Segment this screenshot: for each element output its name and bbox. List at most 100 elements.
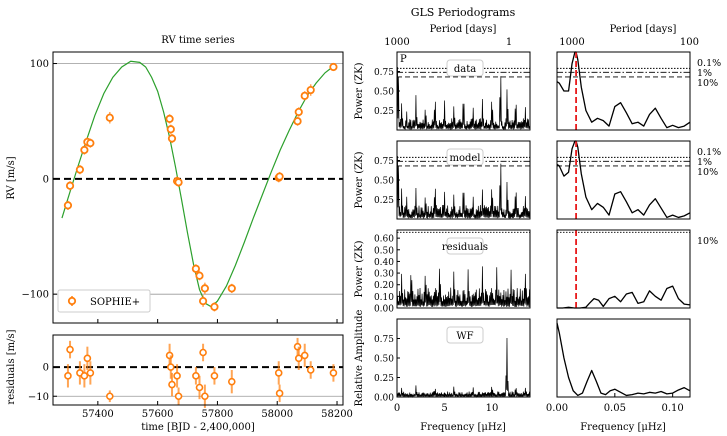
gls-panel-label-data: data: [454, 64, 476, 75]
gls-ytick-label: 0.75: [374, 335, 394, 345]
rv-data-point: [294, 107, 303, 117]
gls-spectrum-residuals: [396, 266, 531, 308]
rv-ytick-label: −100: [22, 290, 49, 301]
gls-freq-period-title: Period [days]: [430, 24, 497, 35]
gls-zoom-xtick-label: 0.00: [546, 403, 568, 414]
gls-zoom-frame: [556, 229, 691, 309]
residuals-ytick-label: −10: [28, 392, 49, 403]
residuals-data-point: [66, 345, 74, 354]
gls-ytick-label: 0.40: [374, 258, 394, 268]
gls-ytick-label: 0.50: [374, 355, 394, 365]
gls-fap-label: 0.1%: [697, 147, 721, 158]
rv-data-point: [191, 264, 201, 273]
rv-data-point: [293, 117, 302, 126]
rv-panel-title: RV time series: [161, 35, 234, 46]
figure-suptitle: GLS Periodograms: [411, 6, 516, 19]
gls-zoom-curve: [556, 322, 691, 397]
residuals-axes-frame: [52, 334, 344, 406]
gls-zoom-xtick-label: 0.05: [604, 403, 626, 414]
gls-ytick-label: 0.50: [374, 246, 394, 256]
rv-data-point: [166, 125, 175, 134]
rv-legend-label: SOPHIE+: [90, 297, 140, 308]
gls-zoom-xtick-label: 0.10: [662, 403, 684, 414]
gls-freq-xtick-label: 10: [486, 403, 499, 414]
residuals-xtick-label: 57600: [142, 409, 174, 420]
gls-panel-label-box: [446, 237, 484, 255]
gls-ytick-label: 0.75: [374, 68, 394, 78]
gls-ytick-label: 0.25: [374, 196, 394, 206]
gls-ytick-label: 0.60: [374, 235, 394, 245]
residuals-ylabel: residuals [m/s]: [6, 329, 17, 404]
residuals-ytick-label: 0: [43, 363, 49, 374]
residuals-xtick-label: 57800: [202, 409, 234, 420]
rv-data-point: [195, 271, 204, 280]
freq-xlabel-right: Frequency [μHz]: [580, 422, 666, 433]
rv-model-curve: [61, 60, 335, 308]
gls-zoom-frame: [556, 318, 691, 398]
residuals-data-point: [192, 372, 200, 380]
rv-data-point: [65, 181, 75, 190]
gls-ytick-label: 0.50: [374, 177, 394, 187]
gls-freq-top-tick-label: 1: [506, 37, 512, 48]
gls-spectrum-data: [396, 66, 531, 130]
gls-panel-label-box: [446, 59, 484, 77]
rv-data-point: [174, 178, 183, 187]
gls-ytick-label: 0.75: [374, 157, 394, 167]
residuals-data-point: [173, 372, 181, 380]
residuals-data-point: [210, 372, 219, 380]
rv-data-point: [167, 134, 177, 143]
gls-fap-label: 10%: [697, 78, 718, 89]
rv-ytick-label: 0: [43, 174, 49, 185]
gls-freq-frame-residuals: [396, 229, 531, 309]
rv-data-point: [329, 62, 338, 72]
residuals-data-point: [227, 377, 236, 386]
gls-freq-xtick-label: 0: [394, 403, 400, 414]
residuals-data-point: [201, 392, 209, 401]
gls-zoom-top-tick-label: 1000: [559, 37, 584, 48]
gls-ytick-label: 0.00: [374, 305, 394, 315]
rv-ytick-label: 100: [30, 59, 49, 70]
rv-data-point: [86, 139, 95, 148]
gls-panel-label-residuals: residuals: [442, 242, 488, 253]
residuals-data-point: [168, 380, 176, 389]
rv-data-point: [63, 201, 73, 210]
residuals-data-point: [329, 369, 338, 377]
rv-data-point: [300, 91, 309, 100]
gls-zoom-period-title: Period [days]: [610, 24, 677, 35]
residuals-data-point: [195, 383, 204, 392]
gls-ytick-label: 0.10: [374, 293, 394, 303]
gls-ytick-label: 0.25: [374, 107, 394, 117]
residuals-data-point: [80, 372, 89, 380]
freq-xlabel-left: Frequency [μHz]: [420, 422, 506, 433]
rv-data-point: [80, 145, 89, 155]
residuals-data-point: [294, 354, 303, 363]
residuals-data-point: [166, 363, 175, 371]
rv-data-point: [210, 302, 219, 311]
gls-freq-xtick-label: 5: [441, 403, 447, 414]
rv-legend-box: [57, 289, 151, 313]
rv-data-point: [200, 284, 209, 293]
residuals-xtick-label: 57400: [82, 409, 114, 420]
gls-ytick-label: 0.25: [374, 374, 394, 384]
gls-fap-label: 1%: [697, 68, 712, 79]
gls-ytick-label: 0.30: [374, 270, 394, 280]
residuals-data-point: [274, 369, 283, 377]
gls-ylabel: Power (ZK): [354, 240, 365, 297]
residuals-data-point: [64, 372, 72, 380]
gls-panel-label-model: model: [449, 153, 480, 164]
gls-zoom-frame: [556, 51, 691, 131]
rv-data-point: [227, 284, 236, 293]
gls-fap-label: 10%: [697, 167, 718, 178]
gls-spectrum-model: [396, 155, 531, 219]
gls-fap-label: 1%: [697, 157, 712, 168]
gls-ylabel: Power (ZK): [354, 151, 365, 208]
residuals-xtick-label: 58000: [261, 409, 293, 420]
rv-data-point: [306, 85, 315, 95]
rv-data-point: [165, 114, 174, 123]
residuals-data-point: [275, 389, 284, 398]
rv-data-point: [198, 296, 208, 306]
gls-zoom-curve: [556, 140, 691, 219]
rv-data-point: [75, 165, 85, 174]
